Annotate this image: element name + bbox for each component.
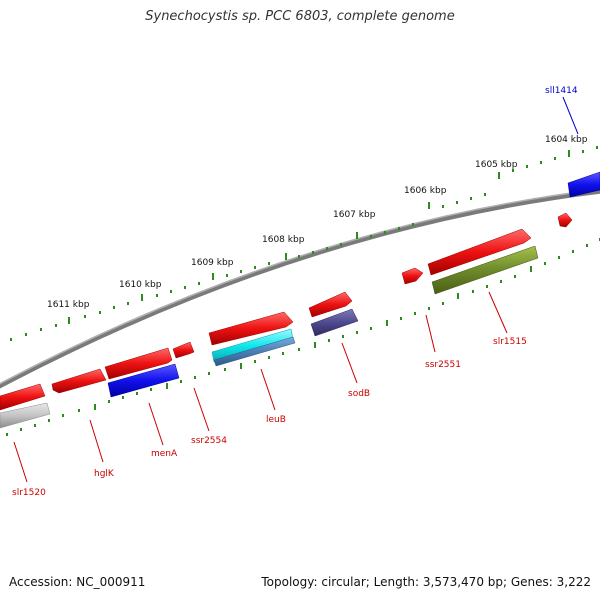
scale-label: 1604 kbp [545,135,588,145]
gene-label-menA[interactable]: menA [151,449,178,459]
scale-label: 1611 kbp [47,300,90,310]
gene-menA-red[interactable] [104,347,173,380]
scale-label: 1606 kbp [404,186,447,196]
label-leader-lines [13,96,579,483]
gene-label-leuB[interactable]: leuB [266,415,286,425]
accession-text: Accession: NC_000911 [9,575,146,589]
gene-label-slr1515[interactable]: slr1515 [493,337,527,347]
gene-slr1515-olive[interactable] [431,245,539,295]
gene-ssr2551[interactable] [401,267,424,285]
gene-features [0,171,600,429]
gene-leuB-red[interactable] [208,311,294,346]
gene-label-slr1520[interactable]: slr1520 [12,488,46,498]
scale-label: 1609 kbp [191,258,234,268]
gene-hglK[interactable] [51,368,107,394]
scale-label: 1605 kbp [475,160,518,170]
gene-sodB-slate[interactable] [310,308,359,337]
gene-label-hglK[interactable]: hglK [94,469,115,479]
gene-slr1520-gray[interactable] [0,402,51,429]
gene-sll1414[interactable] [567,171,600,198]
gene-slr1515-red[interactable] [427,228,532,276]
genome-backbone-highlight [0,188,600,385]
gene-small-red-right[interactable] [557,212,573,228]
gene-label-sll1414[interactable]: sll1414 [545,86,578,96]
map-title: Synechocystis sp. PCC 6803, complete gen… [145,9,455,24]
gene-leuB-steel[interactable] [213,336,296,367]
gene-label-sodB[interactable]: sodB [348,389,370,399]
scale-label: 1610 kbp [119,280,162,290]
lower-scale-ruler [6,238,600,436]
scale-label: 1608 kbp [262,235,305,245]
gene-sodB-red[interactable] [308,291,353,318]
gene-slr1520-red[interactable] [0,383,46,411]
gene-ssr2554[interactable] [172,341,195,359]
gene-menA-blue[interactable] [107,363,180,398]
genome-summary-text: Topology: circular; Length: 3,573,470 bp… [261,575,591,589]
upper-scale-ruler [10,146,598,341]
genome-backbone [0,188,600,389]
gene-label-ssr2554[interactable]: ssr2554 [191,436,227,446]
scale-label: 1607 kbp [333,210,376,220]
gene-label-ssr2551[interactable]: ssr2551 [425,360,461,370]
